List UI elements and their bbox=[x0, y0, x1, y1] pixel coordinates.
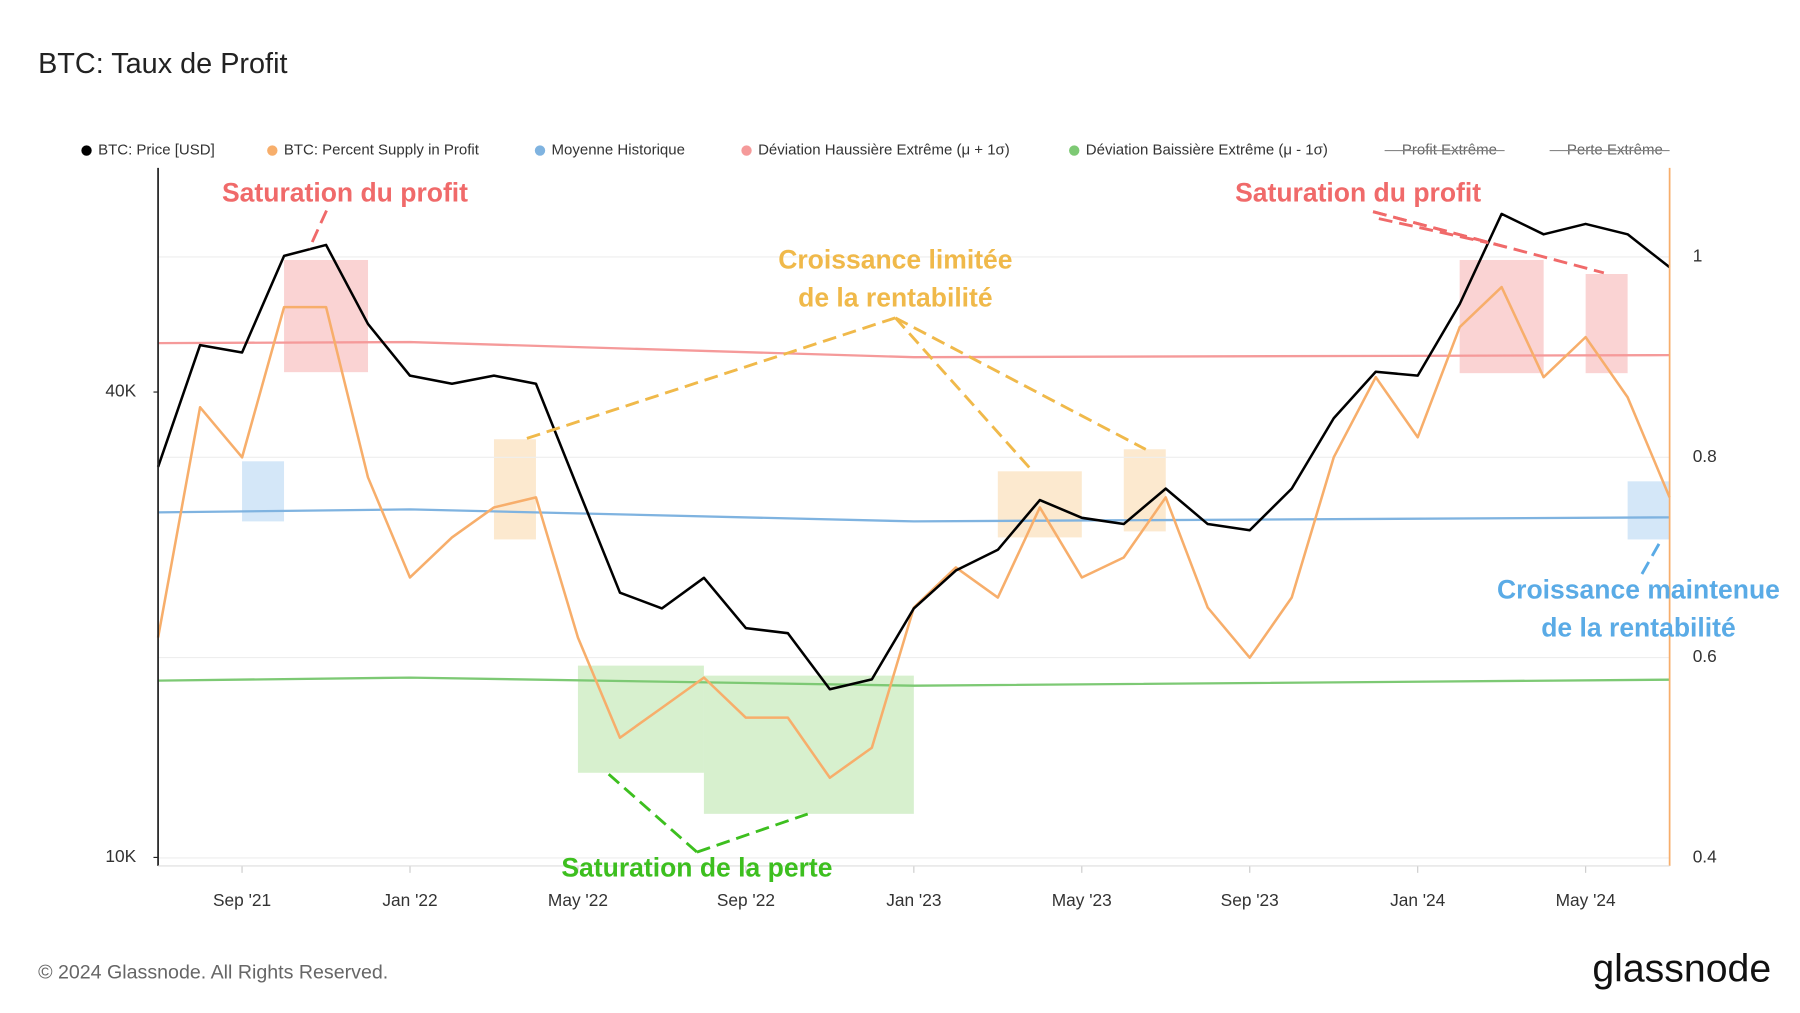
annotations: Saturation du profit Saturation du profit… bbox=[222, 177, 1780, 882]
series-line bbox=[158, 340, 1670, 359]
highlight bbox=[703, 675, 914, 814]
brand: glassnode bbox=[1592, 946, 1771, 990]
x-tick-label: May '22 bbox=[548, 890, 608, 910]
legend-marker bbox=[267, 145, 278, 156]
x-tick-label: Sep '23 bbox=[1221, 890, 1279, 910]
legend-label[interactable]: Déviation Baissière Extrême (μ - 1σ) bbox=[1086, 142, 1328, 159]
highlight bbox=[1459, 259, 1544, 374]
y2-tick-label: 0.4 bbox=[1693, 846, 1717, 866]
x-tick-label: Jan '23 bbox=[886, 890, 941, 910]
legend-label[interactable]: BTC: Percent Supply in Profit bbox=[284, 142, 480, 159]
series-line bbox=[158, 508, 1670, 523]
y-tick-label: 40K bbox=[105, 381, 136, 401]
highlight bbox=[577, 665, 704, 773]
legend-label[interactable]: Moyenne Historique bbox=[552, 142, 685, 159]
pointer bbox=[1640, 538, 1663, 575]
x-tick-label: May '24 bbox=[1556, 890, 1616, 910]
x-tick-label: Sep '21 bbox=[213, 890, 271, 910]
y2-tick-label: 0.6 bbox=[1693, 646, 1717, 666]
highlights bbox=[242, 259, 1670, 814]
annotation: de la rentabilité bbox=[798, 282, 993, 312]
legend-marker bbox=[534, 145, 546, 156]
legend-marker bbox=[81, 145, 92, 156]
pointers bbox=[307, 209, 1605, 275]
annotation: Saturation du profit bbox=[1235, 177, 1481, 207]
legend-label[interactable]: BTC: Price [USD] bbox=[98, 142, 215, 159]
annotation: de la rentabilité bbox=[1541, 612, 1736, 642]
highlight bbox=[997, 471, 1082, 538]
annotation: Saturation du profit bbox=[222, 177, 468, 207]
series-line bbox=[156, 212, 1671, 691]
legend-marker bbox=[741, 145, 752, 156]
chart-title: BTC: Taux de Profit bbox=[38, 48, 287, 80]
x-tick-label: Sep '22 bbox=[717, 890, 775, 910]
grid: 10K 40K 0.4 0.6 0.8 1 Sep '21 Jan '22 May '22 Sep… bbox=[105, 246, 1717, 911]
legend-label[interactable]: Déviation Haussière Extrême (μ + 1σ) bbox=[758, 142, 1010, 159]
pointers bbox=[524, 316, 1147, 473]
annotation: Croissance maintenue bbox=[1497, 574, 1780, 604]
series bbox=[156, 212, 1671, 780]
x-tick-label: May '23 bbox=[1052, 890, 1112, 910]
annotation: Croissance limitée bbox=[778, 244, 1012, 274]
x-tick-label: Jan '24 bbox=[1390, 890, 1446, 910]
axes bbox=[157, 167, 1671, 867]
highlight bbox=[493, 439, 536, 540]
x-tick-label: Jan '22 bbox=[382, 890, 437, 910]
highlight bbox=[1627, 481, 1670, 540]
legend: BTC: Price [USD] BTC: Percent Supply in P… bbox=[81, 142, 1670, 159]
highlight bbox=[284, 259, 369, 373]
legend-marker bbox=[1069, 145, 1080, 156]
series-line bbox=[158, 676, 1670, 687]
annotation: Saturation de la perte bbox=[561, 852, 832, 882]
highlight bbox=[1585, 274, 1628, 374]
footer: © 2024 Glassnode. All Rights Reserved. bbox=[38, 961, 388, 983]
y2-tick-label: 0.8 bbox=[1693, 446, 1717, 466]
y2-tick-label: 1 bbox=[1693, 246, 1703, 266]
y-tick-label: 10K bbox=[105, 846, 136, 866]
